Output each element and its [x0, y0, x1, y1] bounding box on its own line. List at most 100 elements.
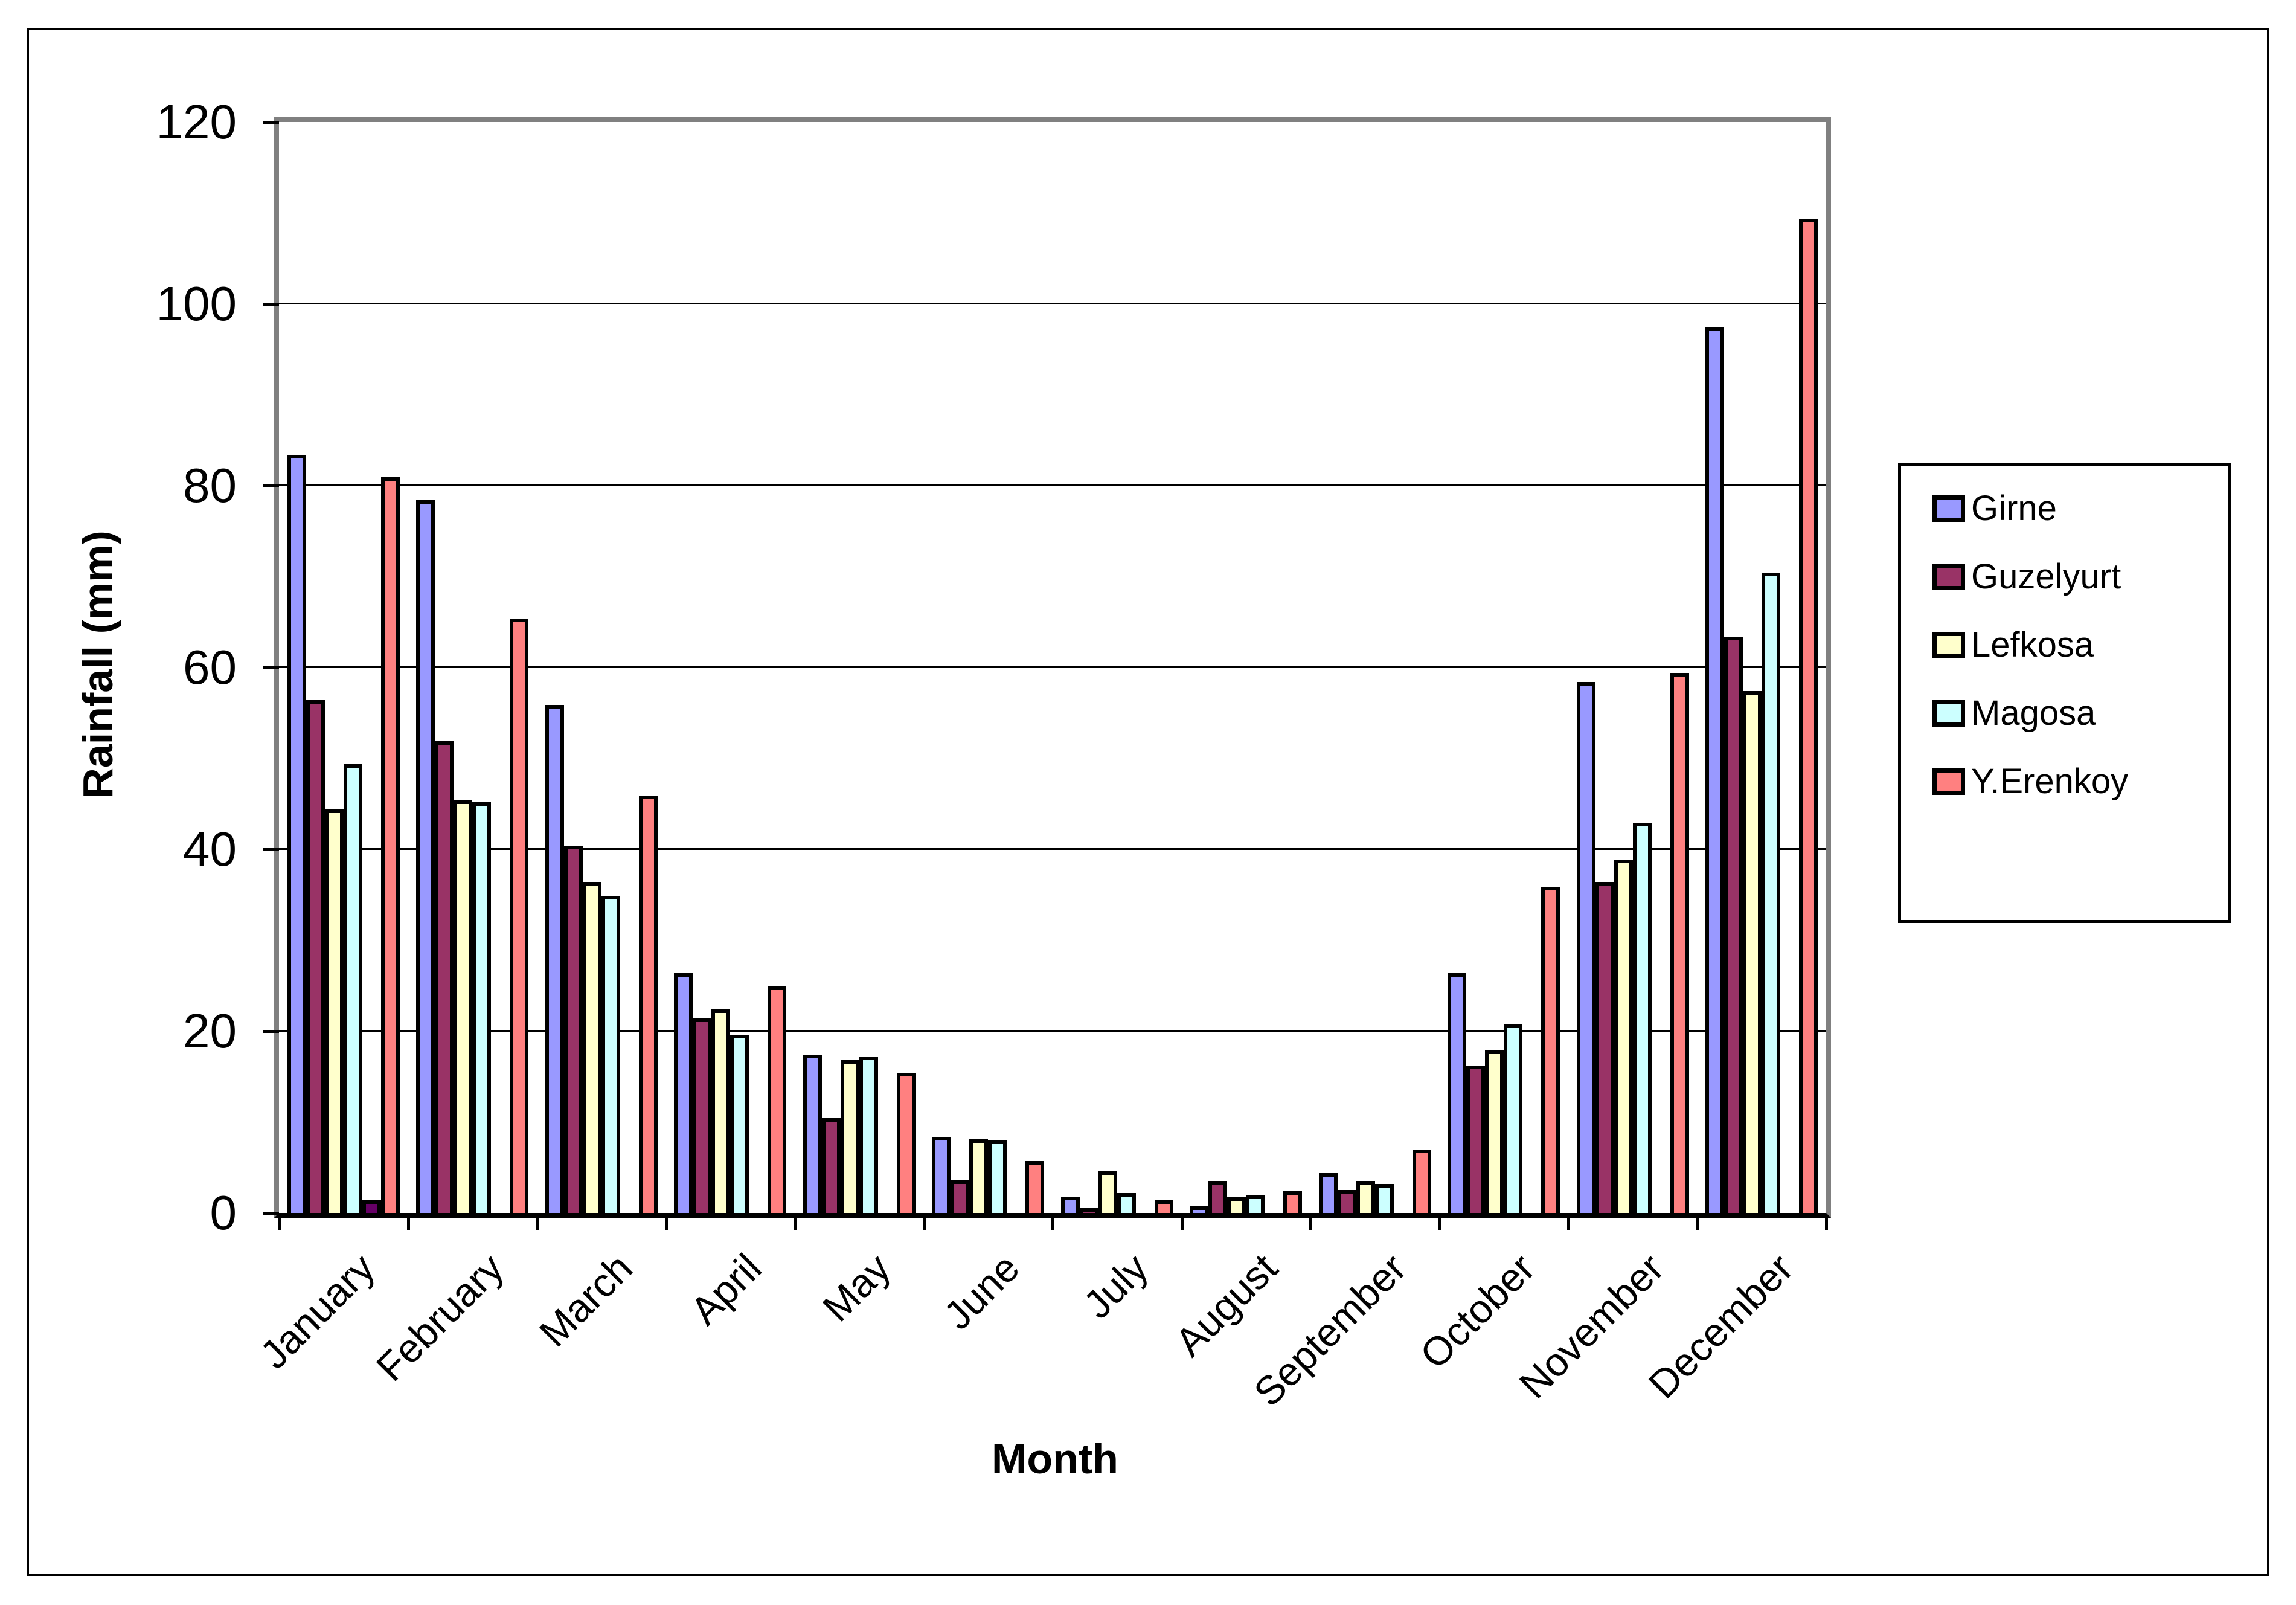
bar-y.erenkoy-april: [768, 986, 786, 1217]
bar-y.erenkoy-november: [1670, 673, 1689, 1217]
y-tick-label: 60: [183, 640, 237, 694]
bar-girne-december: [1705, 327, 1724, 1217]
legend-item-girne: Girne: [1901, 474, 2228, 542]
bar-y.erenkoy-may: [897, 1073, 916, 1217]
bar-y.erenkoy-august: [1283, 1191, 1302, 1217]
bar-y.erenkoy-january: [381, 477, 400, 1217]
bar-girne-june: [932, 1137, 951, 1217]
legend-item-guzelyurt: Guzelyurt: [1901, 542, 2228, 611]
bar-guzelyurt-april: [693, 1018, 711, 1217]
legend-swatch-icon: [1932, 495, 1965, 522]
gridline-60: [279, 666, 1826, 668]
bar-y.erenkoy-september: [1413, 1150, 1431, 1217]
bar-girne-april: [674, 973, 693, 1217]
x-axis-tick: [536, 1215, 539, 1230]
bar-lefkosa-november: [1614, 860, 1633, 1217]
bar-lefkosa-september: [1356, 1181, 1375, 1217]
bar-girne-february: [416, 500, 435, 1217]
bar-y.erenkoy-february: [510, 619, 528, 1217]
chart-outer-border: [27, 28, 2269, 1576]
bar-magosa-december: [1762, 573, 1780, 1217]
x-axis-title: Month: [992, 1435, 1118, 1482]
x-axis-tick: [794, 1215, 797, 1230]
bar-guzelyurt-march: [564, 846, 583, 1217]
bar-magosa-may: [859, 1057, 878, 1217]
legend-swatch-icon: [1932, 700, 1965, 727]
bar-magosa-september: [1375, 1184, 1394, 1217]
bar-guzelyurt-june: [951, 1180, 969, 1217]
bar-guzelyurt-july: [1080, 1208, 1098, 1217]
y-tick-label: 20: [183, 1004, 237, 1058]
bar-y.erenkoy-july: [1155, 1200, 1173, 1217]
y-tick-label: 120: [156, 95, 237, 149]
bar-guzelyurt-january: [306, 700, 325, 1217]
bar-lefkosa-march: [583, 882, 601, 1217]
legend-label: Y.Erenkoy: [1971, 762, 2129, 801]
bar-guzelyurt-february: [435, 741, 454, 1217]
y-axis-tick: [263, 303, 279, 306]
bar-magosa-october: [1504, 1024, 1522, 1217]
bar-lefkosa-july: [1098, 1171, 1117, 1217]
bar-lefkosa-august: [1227, 1197, 1246, 1217]
bar-girne-january: [287, 455, 306, 1217]
legend-label: Guzelyurt: [1971, 557, 2121, 596]
bar-guzelyurt-november: [1595, 882, 1614, 1217]
bar-lefkosa-february: [454, 800, 472, 1217]
x-axis-tick: [1825, 1215, 1828, 1230]
gridline-40: [279, 848, 1826, 850]
y-tick-label: 100: [156, 277, 237, 330]
y-tick-label: 40: [183, 822, 237, 876]
legend-label: Magosa: [1971, 693, 2096, 733]
x-axis-tick: [922, 1215, 926, 1230]
gridline-20: [279, 1030, 1826, 1032]
bar-guzelyurt-may: [822, 1118, 841, 1217]
y-axis-tick: [263, 848, 279, 851]
x-axis-tick: [1051, 1215, 1054, 1230]
bar-lefkosa-may: [841, 1060, 859, 1217]
bar-magosa-january: [344, 764, 362, 1217]
legend-item-lefkosa: Lefkosa: [1901, 611, 2228, 679]
legend-swatch-icon: [1932, 631, 1965, 658]
bar-magosa-july: [1117, 1193, 1136, 1217]
bar-girne-august: [1190, 1206, 1208, 1217]
legend-item-y-erenkoy: Y.Erenkoy: [1901, 747, 2228, 815]
x-axis-tick: [1567, 1215, 1570, 1230]
bar-girne-september: [1319, 1173, 1338, 1217]
y-axis-title: Rainfall (mm): [74, 530, 121, 799]
x-axis-tick: [1696, 1215, 1699, 1230]
legend-swatch-icon: [1932, 768, 1965, 795]
x-axis-tick: [1309, 1215, 1312, 1230]
x-axis-tick: [1180, 1215, 1184, 1230]
bar-magosa-april: [730, 1035, 749, 1217]
bar-guzelyurt-september: [1338, 1190, 1356, 1217]
bar-y.erenkoy-december: [1799, 219, 1818, 1217]
y-axis-tick: [263, 666, 279, 669]
bar-lefkosa-april: [711, 1009, 730, 1217]
bar-lefkosa-june: [969, 1139, 988, 1217]
bar-magosa-august: [1246, 1195, 1265, 1217]
x-axis-tick: [664, 1215, 668, 1230]
y-tick-label: 0: [210, 1186, 237, 1240]
bar-guzelyurt-october: [1466, 1066, 1485, 1217]
bar-girne-october: [1448, 973, 1466, 1217]
bar-magosa-november: [1633, 823, 1652, 1217]
y-axis-tick: [263, 1030, 279, 1033]
gridline-80: [279, 484, 1826, 486]
legend-label: Lefkosa: [1971, 625, 2094, 664]
legend-swatch-icon: [1932, 563, 1965, 590]
x-axis-tick: [406, 1215, 410, 1230]
bar-girne-july: [1061, 1197, 1080, 1217]
x-axis-tick: [1438, 1215, 1441, 1230]
bar-lefkosa-january: [325, 809, 344, 1217]
bar-y.erenkoy-march: [639, 796, 658, 1217]
bar-unnamed-january: [362, 1200, 381, 1217]
bar-magosa-february: [472, 802, 491, 1217]
x-axis-tick: [278, 1215, 281, 1230]
legend-label: Girne: [1971, 489, 2057, 528]
bar-guzelyurt-august: [1208, 1181, 1227, 1217]
bar-guzelyurt-december: [1724, 637, 1743, 1217]
bar-girne-march: [545, 705, 564, 1217]
bar-girne-november: [1577, 682, 1595, 1217]
bar-y.erenkoy-october: [1541, 887, 1560, 1217]
